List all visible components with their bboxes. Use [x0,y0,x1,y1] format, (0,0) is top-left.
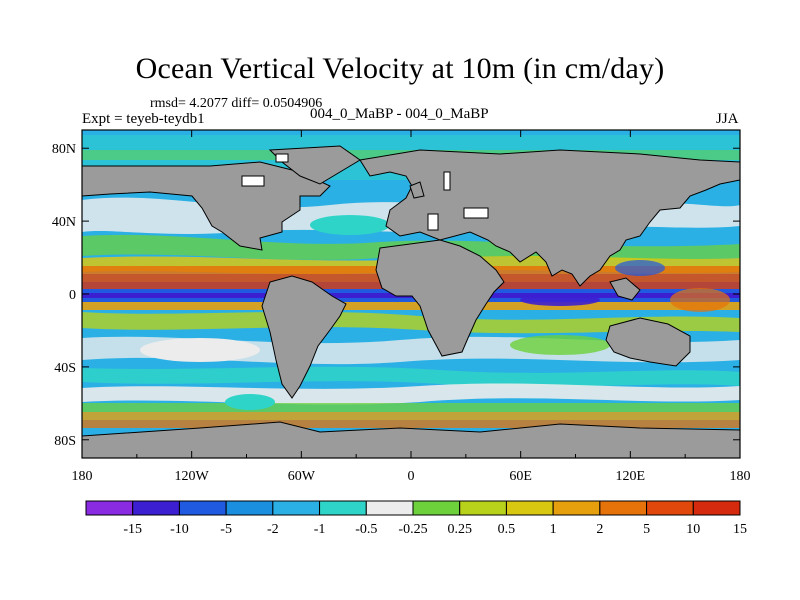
colorbar-swatch [225,500,274,516]
colorbar-label: 15 [733,522,747,537]
y-tick-label: 40S [54,361,76,376]
colorbar-swatch [365,500,414,516]
x-tick-label: 120W [175,469,210,484]
land-south-america [261,275,347,399]
x-tick-label: 180 [72,469,93,484]
x-tick-label: 120E [616,469,646,484]
colorbar-label: -15 [123,522,142,537]
colorbar-label: -0.5 [355,522,377,537]
colorbar-swatch [646,500,694,516]
colorbar-swatch [505,500,554,516]
stats-label: rmsd= 4.2077 diff= 0.0504906 [150,96,323,111]
experiment-label: Expt = teyeb-teydb1 [82,111,205,127]
season-label: JJA [716,111,739,127]
colorbar-label: 0.25 [447,522,472,537]
colorbar-swatch [692,500,741,516]
x-tick-label: 60W [288,469,316,484]
land-maritime-islands [609,277,641,301]
colorbar-label: -2 [267,522,279,537]
colorbar-label: 5 [643,522,650,537]
colorbar-swatch [459,500,507,516]
colorbar-label: -1 [314,522,326,537]
colorbar-swatch [178,500,227,516]
x-tick-label: 0 [408,469,415,484]
colorbar-label: 10 [686,522,700,537]
x-tick-label: 180 [730,469,751,484]
colorbar-swatch [552,500,601,516]
land-britain [409,181,425,199]
land-africa [375,239,505,357]
land-australia [605,317,691,367]
land-antarctica [82,421,740,458]
land-greenland [268,145,361,185]
y-tick-label: 80N [52,142,76,157]
colorbar-swatch [599,500,648,516]
colorbar: -15 -10 -5 -2 -1 -0.5 -0.25 0.25 0.5 1 2 5 10 15 [85,500,747,537]
colorbar-label: -10 [170,522,189,537]
x-axis: 180 120W 60W 0 60E 120E 180 [72,130,751,484]
colorbar-swatch [412,500,461,516]
x-tick-label: 60E [509,469,532,484]
y-tick-label: 0 [69,288,76,303]
land-eurasia [359,149,740,287]
colorbar-label: 2 [596,522,603,537]
colorbar-swatch [132,500,180,516]
map-field [82,130,740,458]
chart-title: Ocean Vertical Velocity at 10m (in cm/da… [135,52,665,85]
colorbar-label: 1 [550,522,557,537]
case-label: 004_0_MaBP - 004_0_MaBP [310,106,489,122]
y-axis: 80N 40N 0 40S 80S [52,142,740,449]
colorbar-swatch [319,500,367,516]
colorbar-label: 0.5 [498,522,516,537]
colorbar-label: -0.25 [398,522,427,537]
y-tick-label: 40N [52,215,76,230]
colorbar-swatch [272,500,321,516]
colorbar-swatch [85,500,134,516]
y-tick-label: 80S [54,434,76,449]
colorbar-label: -5 [220,522,232,537]
